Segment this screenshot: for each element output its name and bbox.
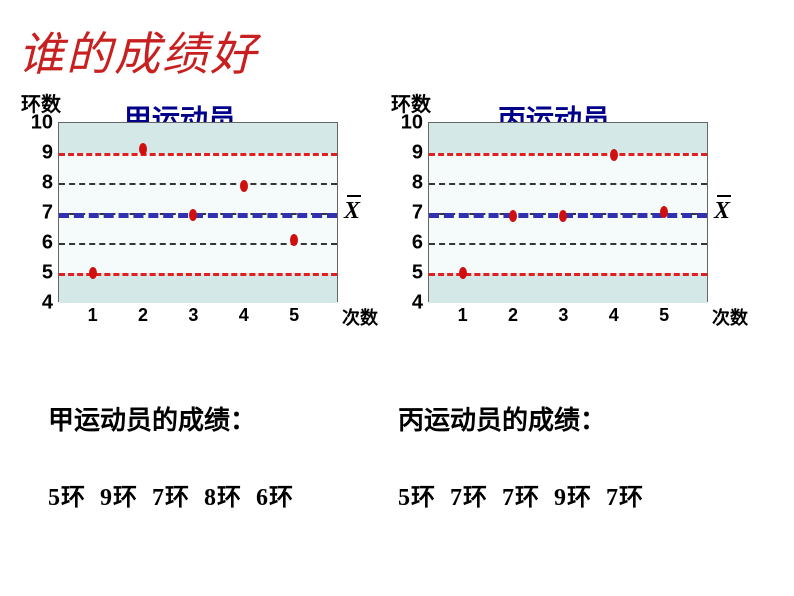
x-tick-5: 5 <box>659 305 669 326</box>
x-tick-4: 4 <box>239 305 249 326</box>
scores-col-1: 丙运动员的成绩： 5环 7环 7环 9环 7环 <box>398 400 748 512</box>
data-point <box>189 209 197 221</box>
data-point <box>559 210 567 222</box>
plot-area: 4567891012345 <box>428 122 708 302</box>
y-tick-8: 8 <box>42 172 53 195</box>
mean-symbol: X <box>344 198 360 225</box>
y-tick-6: 6 <box>412 232 423 255</box>
x-axis-label: 次数 <box>342 304 378 330</box>
score-value: 8环 <box>204 485 242 511</box>
data-point <box>459 267 467 279</box>
score-value: 7环 <box>502 485 540 511</box>
data-point <box>240 180 248 192</box>
data-point <box>89 267 97 279</box>
gridline-y-9 <box>59 153 337 156</box>
y-tick-7: 7 <box>42 202 53 225</box>
x-tick-1: 1 <box>458 305 468 326</box>
score-value: 6环 <box>256 485 294 511</box>
score-value: 5环 <box>398 485 436 511</box>
gridline-y-9 <box>429 153 707 156</box>
y-tick-9: 9 <box>412 142 423 165</box>
score-value: 7环 <box>152 485 190 511</box>
score-value: 5环 <box>48 485 86 511</box>
scores-label: 丙运动员的成绩： <box>398 400 748 437</box>
score-value: 7环 <box>606 485 644 511</box>
y-tick-9: 9 <box>42 142 53 165</box>
plot-area: 4567891012345 <box>58 122 338 302</box>
score-value: 9环 <box>554 485 592 511</box>
gridline-y-5 <box>59 273 337 276</box>
gridline-y-5 <box>429 273 707 276</box>
y-tick-5: 5 <box>412 262 423 285</box>
x-tick-3: 3 <box>558 305 568 326</box>
band-bottom <box>429 273 707 303</box>
score-value: 7环 <box>450 485 488 511</box>
x-tick-4: 4 <box>609 305 619 326</box>
gridline-y-6 <box>429 243 707 245</box>
score-value: 9环 <box>100 485 138 511</box>
x-tick-1: 1 <box>88 305 98 326</box>
x-tick-5: 5 <box>289 305 299 326</box>
band-bottom <box>59 273 337 303</box>
band-top <box>429 123 707 153</box>
y-tick-10: 10 <box>31 112 53 135</box>
bottom-text-row: 甲运动员的成绩： 5环 9环 7环 8环 6环 丙运动员的成绩： 5环 7环 7环 9环 7环 <box>0 400 794 512</box>
y-tick-6: 6 <box>42 232 53 255</box>
scores-col-0: 甲运动员的成绩： 5环 9环 7环 8环 6环 <box>48 400 398 512</box>
y-tick-4: 4 <box>412 292 423 315</box>
gridline-y-8 <box>429 183 707 185</box>
y-tick-7: 7 <box>412 202 423 225</box>
y-tick-10: 10 <box>401 112 423 135</box>
mean-symbol: X <box>714 198 730 225</box>
scores-label: 甲运动员的成绩： <box>48 400 398 437</box>
x-axis-label: 次数 <box>712 304 748 330</box>
y-tick-8: 8 <box>412 172 423 195</box>
scores-list: 5环 9环 7环 8环 6环 <box>48 477 398 512</box>
gridline-y-8 <box>59 183 337 185</box>
band-top <box>59 123 337 153</box>
data-point <box>610 149 618 161</box>
data-point <box>139 143 147 155</box>
page-title: 谁的成绩好 <box>18 18 258 84</box>
y-tick-4: 4 <box>42 292 53 315</box>
x-tick-2: 2 <box>138 305 148 326</box>
y-tick-5: 5 <box>42 262 53 285</box>
data-point <box>290 234 298 246</box>
mean-line <box>59 213 337 218</box>
data-point <box>509 210 517 222</box>
x-tick-3: 3 <box>188 305 198 326</box>
x-tick-2: 2 <box>508 305 518 326</box>
scores-list: 5环 7环 7环 9环 7环 <box>398 477 748 512</box>
data-point <box>660 206 668 218</box>
